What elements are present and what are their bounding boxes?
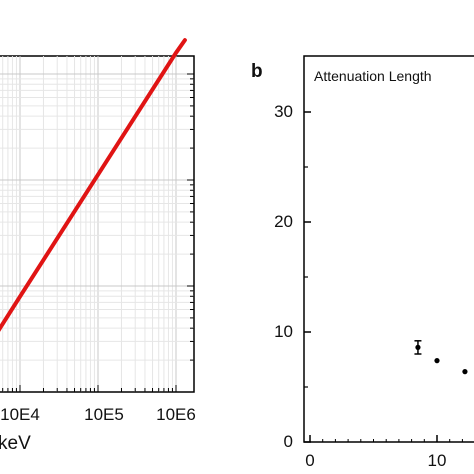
panel-b-frame	[303, 55, 474, 443]
panel-a-lines	[0, 38, 187, 332]
panel-a: 10E4 10E5 10E6 keV	[0, 38, 196, 454]
y-tick-label-10: 10	[274, 322, 293, 341]
panel-a-grid	[0, 56, 194, 392]
series-line	[0, 38, 187, 332]
y-tick-label-20: 20	[274, 212, 293, 231]
data-point	[462, 369, 468, 375]
data-point	[434, 358, 440, 364]
y-tick-label-0: 0	[284, 432, 293, 451]
x-tick-label-10e6: 10E6	[156, 405, 196, 424]
panel-a-ticks	[2, 73, 194, 392]
panel-b-points	[414, 340, 468, 375]
panel-label-b: b	[251, 61, 263, 82]
panel-a-frame	[0, 55, 195, 393]
inset-title: Attenuation Length	[314, 68, 432, 84]
panel-b-ticks	[304, 111, 463, 443]
x-tick-label-10: 10	[428, 451, 447, 470]
panel-b: b Attenuation Length 0 10 20 30 0 10	[251, 55, 474, 470]
x-tick-label-10e5: 10E5	[84, 405, 124, 424]
data-point	[415, 344, 421, 350]
x-tick-label-0: 0	[305, 451, 314, 470]
x-axis-label: keV	[0, 433, 31, 454]
x-tick-label-10e4: 10E4	[0, 405, 40, 424]
y-tick-label-30: 30	[274, 102, 293, 121]
